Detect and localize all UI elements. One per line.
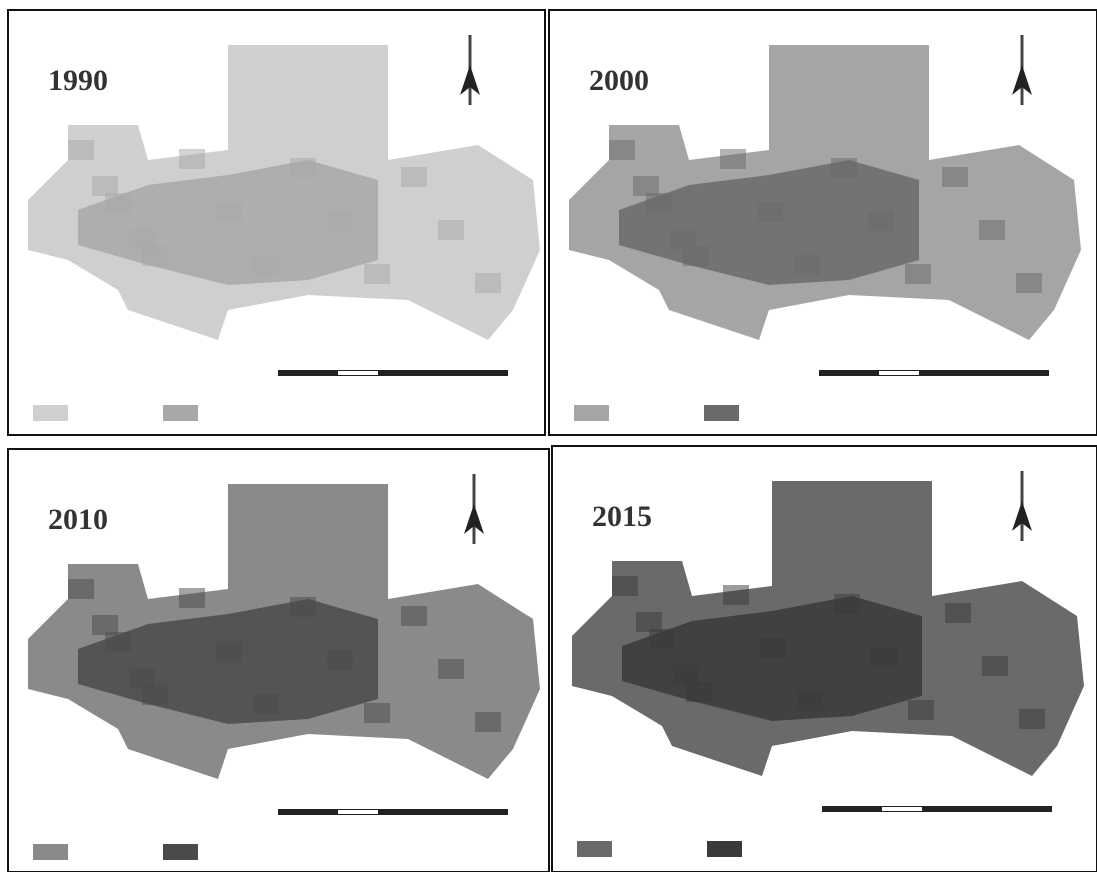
- district-patch: [68, 579, 94, 599]
- scale-bar: [822, 806, 1052, 812]
- district-patch: [868, 211, 894, 231]
- panel-year: 2010: [48, 503, 108, 536]
- scale-bar: [278, 809, 508, 815]
- scale-bar-gap: [338, 371, 378, 375]
- scale-bar-gap: [879, 371, 919, 375]
- legend-swatch: [574, 405, 609, 421]
- district-patch: [797, 691, 823, 711]
- panel-year: 2000: [589, 64, 649, 97]
- legend-swatch: [163, 844, 198, 860]
- panels: 1990 2000 2010 2015: [8, 10, 1097, 872]
- district-patch: [612, 576, 638, 596]
- district-patch: [327, 650, 353, 670]
- district-patch: [475, 712, 501, 732]
- district-patch: [179, 588, 205, 608]
- district-patch: [905, 264, 931, 284]
- district-patch: [179, 149, 205, 169]
- page: 1990200020102015 (() => { const data = J…: [0, 0, 1097, 872]
- district-patch: [253, 255, 279, 275]
- district-patch: [438, 659, 464, 679]
- district-patch: [760, 638, 786, 658]
- district-patch: [1019, 709, 1045, 729]
- map-figure: 1990 2000 2010 2015: [0, 0, 1097, 872]
- district-patch: [982, 656, 1008, 676]
- district-patch: [438, 220, 464, 240]
- district-patch: [92, 615, 118, 635]
- district-patch: [253, 694, 279, 714]
- district-patch: [945, 603, 971, 623]
- district-patch: [673, 665, 699, 685]
- legend-swatch: [33, 405, 68, 421]
- scale-bar: [819, 370, 1049, 376]
- district-patch: [401, 167, 427, 187]
- district-patch: [364, 703, 390, 723]
- scale-bar-gap: [338, 810, 378, 814]
- district-patch: [92, 176, 118, 196]
- district-patch: [609, 140, 635, 160]
- district-patch: [364, 264, 390, 284]
- map-panel: 2000: [549, 10, 1097, 435]
- district-patch: [979, 220, 1005, 240]
- district-patch: [475, 273, 501, 293]
- district-patch: [670, 229, 696, 249]
- panel-year: 2015: [592, 500, 652, 533]
- district-patch: [290, 158, 316, 178]
- district-patch: [871, 647, 897, 667]
- district-patch: [636, 612, 662, 632]
- map-panel: 2015: [552, 446, 1097, 872]
- map-panel: 2010: [8, 449, 549, 872]
- district-patch: [327, 211, 353, 231]
- map-panel: 1990: [8, 10, 545, 435]
- district-patch: [794, 255, 820, 275]
- district-patch: [633, 176, 659, 196]
- district-patch: [68, 140, 94, 160]
- district-patch: [757, 202, 783, 222]
- district-patch: [129, 668, 155, 688]
- district-patch: [129, 229, 155, 249]
- district-patch: [942, 167, 968, 187]
- legend-swatch: [704, 405, 739, 421]
- district-patch: [908, 700, 934, 720]
- district-patch: [723, 585, 749, 605]
- district-patch: [831, 158, 857, 178]
- legend-swatch: [707, 841, 742, 857]
- legend-swatch: [163, 405, 198, 421]
- district-patch: [290, 597, 316, 617]
- legend-swatch: [577, 841, 612, 857]
- panel-year: 1990: [48, 64, 108, 97]
- scale-bar-gap: [882, 807, 922, 811]
- district-patch: [216, 641, 242, 661]
- district-patch: [401, 606, 427, 626]
- district-patch: [720, 149, 746, 169]
- district-patch: [1016, 273, 1042, 293]
- legend-swatch: [33, 844, 68, 860]
- scale-bar: [278, 370, 508, 376]
- district-patch: [834, 594, 860, 614]
- district-patch: [216, 202, 242, 222]
